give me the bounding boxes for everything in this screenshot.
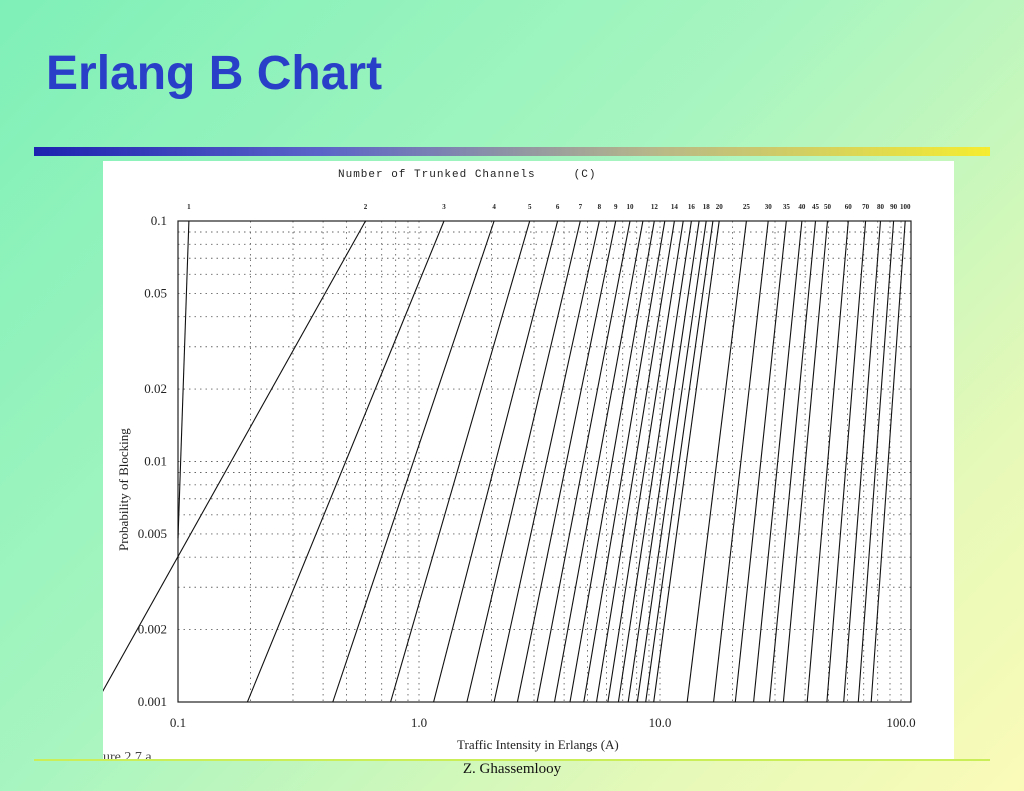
curve-c-18 (636, 220, 707, 703)
x-tick-label: 0.1 (170, 715, 186, 730)
x-axis-label: Traffic Intensity in Erlangs (A) (457, 737, 619, 752)
y-tick-labels: 0.1 0.05 0.02 0.01 0.005 0.002 0.001 (138, 213, 167, 709)
channel-label-6: 6 (556, 203, 560, 211)
channel-label-2: 2 (364, 203, 368, 211)
chart-scan-panel: 1 2 3 4 5 6 7 8 9 10 12 14 16 18 20 25 30 35 40 45 50 60 70 80 9… (103, 161, 954, 759)
curve-c-4 (332, 220, 495, 703)
y-axis-label: Probability of Blocking (116, 428, 131, 551)
channel-label-12: 12 (651, 203, 659, 211)
channel-label-20: 20 (716, 203, 724, 211)
curve-c-5 (390, 220, 531, 703)
channel-label-9: 9 (614, 203, 618, 211)
channel-label-70: 70 (862, 203, 870, 211)
x-tick-labels: 0.1 1.0 10.0 100.0 (170, 715, 916, 730)
channel-label-14: 14 (671, 203, 679, 211)
footer-rule (34, 759, 990, 761)
y-tick-label: 0.01 (144, 454, 167, 469)
channel-label-5: 5 (528, 203, 532, 211)
channel-label-4: 4 (492, 203, 496, 211)
channel-label-30: 30 (765, 203, 773, 211)
y-tick-label: 0.001 (138, 694, 167, 709)
curve-c-60 (806, 220, 849, 703)
curve-c-10 (536, 220, 631, 703)
chart-title: Number of Trunked Channels (C) (338, 169, 596, 181)
curve-c-15 (607, 220, 684, 703)
x-tick-label: 100.0 (886, 715, 915, 730)
curve-c-20 (653, 220, 720, 703)
curve-c-90 (857, 220, 895, 703)
channel-label-90: 90 (890, 203, 898, 211)
channel-label-18: 18 (703, 203, 711, 211)
channel-label-25: 25 (743, 203, 751, 211)
curve-c-25 (686, 220, 747, 703)
channel-label-60: 60 (845, 203, 853, 211)
plot-frame (177, 220, 912, 703)
footer-author: Z. Ghassemlooy (462, 761, 562, 777)
curve-c-50 (782, 220, 829, 703)
curve-c-12 (569, 220, 655, 703)
y-tick-label: 0.002 (138, 622, 167, 637)
curves (103, 220, 906, 703)
y-tick-label: 0.005 (138, 526, 167, 541)
curve-c-9 (516, 220, 617, 703)
curve-c-14 (595, 220, 675, 703)
curve-c-1 (177, 220, 190, 539)
erlang-b-chart: 1 2 3 4 5 6 7 8 9 10 12 14 16 18 20 25 30 35 40 45 50 60 70 80 9… (103, 169, 916, 752)
channel-labels: 1 2 3 4 5 6 7 8 9 10 12 14 16 18 20 25 30 35 40 45 50 60 70 80 9… (187, 203, 911, 211)
curve-c-2 (103, 220, 366, 692)
curve-c-40 (753, 220, 803, 703)
channel-label-16: 16 (688, 203, 696, 211)
channel-label-100: 100 (900, 203, 911, 211)
channel-label-1: 1 (187, 203, 191, 211)
title-gradient-rule (34, 147, 990, 156)
figure-caption: ure 2.7 a (103, 750, 152, 765)
x-tick-label: 1.0 (411, 715, 427, 730)
curve-c-3 (246, 220, 445, 703)
channel-label-80: 80 (877, 203, 885, 211)
slide-title: Erlang B Chart (46, 47, 383, 100)
curve-c-30 (713, 220, 769, 703)
channel-label-8: 8 (598, 203, 602, 211)
curve-c-45 (768, 220, 817, 703)
curve-c-11 (553, 220, 644, 703)
channel-label-3: 3 (442, 203, 446, 211)
channel-label-50: 50 (824, 203, 832, 211)
channel-label-45: 45 (812, 203, 820, 211)
x-tick-label: 10.0 (649, 715, 672, 730)
curve-c-19 (645, 220, 714, 703)
channel-label-10: 10 (627, 203, 635, 211)
curve-c-100 (870, 220, 906, 703)
curve-c-6 (433, 220, 559, 703)
y-tick-label: 0.05 (144, 285, 167, 300)
curve-c-13 (583, 220, 666, 703)
curve-c-16 (617, 220, 692, 703)
curve-c-8 (493, 220, 600, 703)
curve-c-70 (826, 220, 867, 703)
channel-label-40: 40 (798, 203, 806, 211)
curve-c-35 (734, 220, 787, 703)
curve-c-17 (627, 220, 700, 703)
y-tick-label: 0.02 (144, 381, 167, 396)
curve-c-80 (843, 220, 882, 703)
grid (177, 221, 911, 703)
y-tick-label: 0.1 (151, 213, 167, 228)
channel-label-7: 7 (579, 203, 583, 211)
curve-c-7 (466, 220, 581, 703)
channel-label-35: 35 (783, 203, 791, 211)
